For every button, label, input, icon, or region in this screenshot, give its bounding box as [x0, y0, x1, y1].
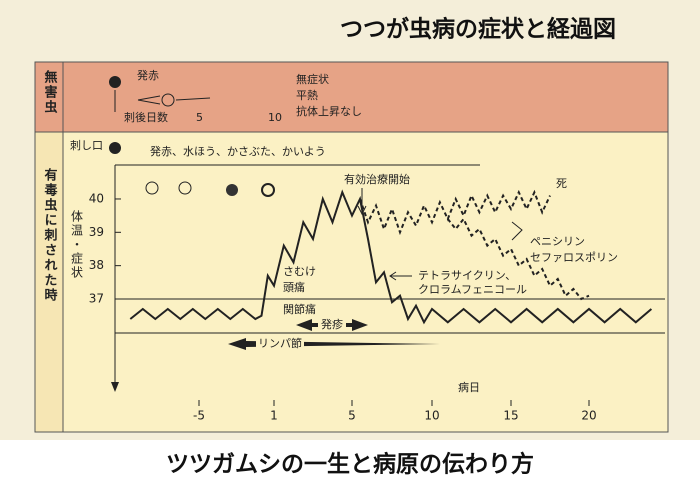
annotation: 関節痛 — [283, 302, 316, 316]
sketch — [145, 181, 159, 195]
title: つつが虫病の症状と経過図 — [340, 16, 616, 43]
label: 発赤、水ほう、かさぶた、かいよう — [150, 144, 326, 158]
caption: ツツガムシの一生と病原の伝わり方 — [166, 451, 534, 478]
mite-icon — [109, 76, 121, 88]
x-tick-label: 15 — [503, 409, 518, 423]
temperature-line — [447, 217, 590, 301]
label-bg — [318, 318, 346, 332]
annotation: テトラサイクリン、 — [418, 269, 516, 282]
annotation: さむけ — [283, 265, 316, 278]
mite-icon — [109, 142, 121, 154]
label-column — [34, 131, 64, 433]
note: 無症状 — [296, 72, 329, 86]
sketch — [226, 184, 238, 196]
label: 刺後日数 — [124, 110, 168, 124]
x-tick-label: -5 — [193, 409, 205, 423]
axis-title: 体温・症状 — [70, 210, 84, 280]
label-bg — [256, 336, 304, 352]
row-label: 有毒虫に刺された時 — [42, 167, 58, 303]
x-tick-label: 5 — [348, 409, 356, 423]
y-tick-label: 40 — [89, 191, 104, 205]
y-tick-label: 37 — [89, 291, 104, 305]
row-label: 無害虫 — [42, 69, 58, 115]
lymph-arrow — [228, 338, 440, 350]
infected-panel — [34, 131, 669, 433]
sketch — [137, 95, 161, 105]
x-tick-label: 20 — [581, 409, 596, 423]
annotation: ペニシリン — [530, 235, 585, 248]
tick-label: 10 — [268, 111, 282, 124]
sketch — [178, 181, 192, 195]
arrow-head — [111, 382, 119, 392]
label: 刺し口 — [70, 139, 103, 152]
annotation: クロラムフェニコール — [418, 283, 527, 296]
sketch — [261, 183, 275, 197]
annotation: 死 — [556, 177, 567, 190]
arrow — [511, 221, 523, 241]
label: 発赤 — [137, 68, 159, 82]
tick-label: 5 — [196, 111, 203, 124]
temperature-line — [129, 189, 653, 325]
note: 平熱 — [296, 89, 318, 102]
annotation: リンパ節 — [258, 336, 302, 350]
temperature-line — [359, 189, 551, 236]
y-tick-label: 38 — [89, 258, 104, 272]
x-tick-label: 1 — [270, 409, 278, 423]
arrow — [389, 271, 412, 281]
annotation: 頭痛 — [283, 280, 305, 294]
x-axis-title: 病日 — [458, 380, 480, 394]
x-tick-label: 10 — [424, 409, 439, 423]
annotation: 発疹 — [321, 317, 343, 331]
caption-band — [0, 440, 700, 485]
note: 抗体上昇なし — [296, 104, 362, 118]
annotation: 有効治療開始 — [344, 172, 410, 186]
annotation: セファロスポリン — [530, 251, 618, 264]
sketch — [161, 93, 175, 107]
y-tick-label: 39 — [89, 225, 104, 239]
sketch — [175, 97, 211, 101]
